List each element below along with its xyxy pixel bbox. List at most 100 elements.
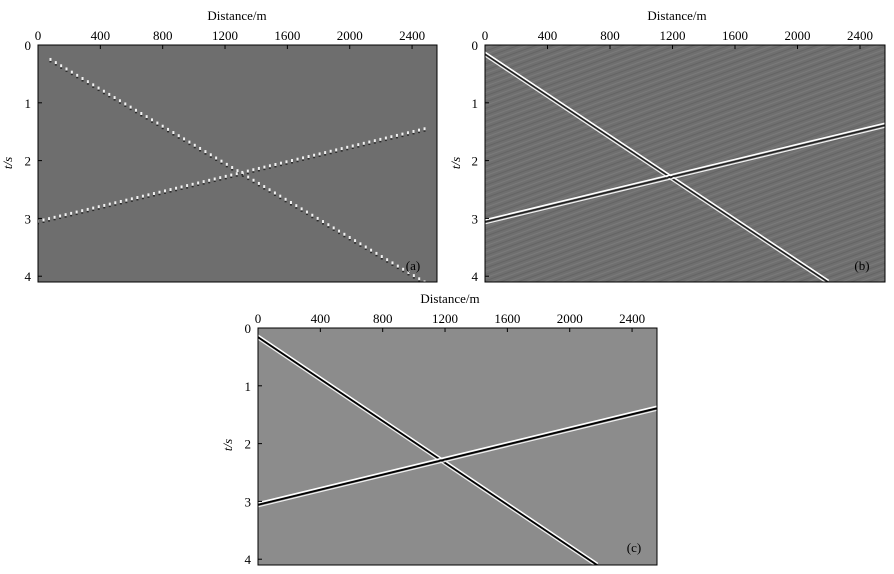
panel-a-event-2-sample bbox=[141, 194, 144, 198]
panel-c-x-tick-label: 400 bbox=[311, 311, 331, 326]
panel-a-event-1-sample bbox=[386, 258, 389, 262]
panel-a-event-2-sample-trough bbox=[412, 132, 415, 135]
panel-c-y-ticks: 0 1 2 3 4 bbox=[245, 321, 262, 567]
panel-a-event-1-sample bbox=[209, 153, 212, 157]
panel-a-event-2-sample-trough bbox=[296, 160, 299, 163]
panel-a-event-1-sample bbox=[354, 239, 357, 243]
panel-a-event-1-sample-trough bbox=[209, 156, 212, 158]
panel-b-x-tick-label: 1200 bbox=[660, 28, 686, 43]
panel-b-event-1-sidelobe bbox=[485, 55, 827, 282]
panel-a-event-2-sample-trough bbox=[147, 196, 150, 198]
panel-a-y-axis-label: t/s bbox=[0, 157, 15, 169]
panel-a-event-2-sample bbox=[224, 174, 227, 178]
panel-a-event-1-sample-trough bbox=[316, 219, 319, 222]
panel-c-y-tick-label: 0 bbox=[245, 321, 252, 336]
panel-a-event-1-sample-trough bbox=[257, 184, 260, 187]
panel-a-event-2-sample-trough bbox=[175, 189, 178, 192]
panel-a-event-2-sample bbox=[92, 206, 95, 210]
panel-a-event-1-sample bbox=[247, 175, 250, 179]
panel-a-event-2-sample bbox=[164, 189, 167, 193]
panel-c-event-1-sidelobe bbox=[258, 338, 596, 565]
panel-a-frame bbox=[37, 44, 438, 283]
panel-a-event-1-sample-trough bbox=[305, 213, 308, 216]
panel-a-event-1-sample-trough bbox=[108, 95, 111, 98]
panel-a-event-1-sample-trough bbox=[273, 194, 276, 196]
panel-a-event-1-sample bbox=[300, 207, 303, 211]
panel-a-event-2-sample bbox=[235, 172, 238, 176]
panel-a-event-1-sample bbox=[140, 111, 143, 115]
panel-c-x-tick-label: 2000 bbox=[557, 311, 583, 326]
panel-a-y-tick-label: 2 bbox=[25, 154, 32, 169]
panel-a-event-1-sample bbox=[236, 169, 239, 173]
panel-b-label: (b) bbox=[854, 258, 869, 273]
panel-a-event-1-sample bbox=[188, 140, 191, 144]
panel-a-event-1-sample-trough bbox=[60, 67, 63, 69]
panel-a-event-1-sample-trough bbox=[263, 188, 266, 190]
panel-a-event-2-sample-trough bbox=[152, 195, 155, 197]
panel-a-event-2-sample-trough bbox=[169, 191, 172, 193]
panel-a-event-2-sample bbox=[274, 162, 277, 166]
panel-a-event-1-sample-trough bbox=[364, 248, 367, 251]
panel-c-x-tick-label: 1200 bbox=[432, 311, 458, 326]
panel-a-event-1-sample bbox=[167, 127, 170, 131]
panel-a-event-1-sample bbox=[402, 267, 405, 271]
panel-a-event-1-sample bbox=[65, 67, 68, 71]
panel-a-event-1-sample bbox=[161, 124, 164, 128]
panel-a-event-2-sample-trough bbox=[246, 172, 249, 175]
panel-a-event-2-sample bbox=[401, 132, 404, 136]
panel-a-event-2-sample-trough bbox=[423, 130, 426, 132]
panel-a-event-1-sample-trough bbox=[332, 229, 335, 231]
panel-a-event-1-sample bbox=[134, 108, 137, 112]
panel-a-event-2-sample-trough bbox=[224, 177, 227, 180]
panel-a-event-2-sample bbox=[197, 181, 200, 185]
panel-a-event-1-sample-trough bbox=[199, 149, 202, 152]
panel-a-x-tick-label: 1200 bbox=[212, 28, 238, 43]
panel-a-event-2-sample-trough bbox=[340, 150, 343, 152]
panel-a-y-tick-label: 1 bbox=[25, 96, 32, 111]
panel-a-event-2-sample bbox=[412, 129, 415, 133]
panel-a-event-2-sample-trough bbox=[351, 147, 354, 149]
panel-a-event-2-sample bbox=[70, 211, 73, 215]
panel-a-event-2-sample bbox=[324, 151, 327, 155]
panel-a-event-2-sample bbox=[291, 159, 294, 163]
panel-a-event-2-sample bbox=[329, 149, 332, 153]
panel-a-event-2-sample bbox=[268, 164, 271, 168]
panel-a-event-2-sample-trough bbox=[197, 184, 200, 186]
panel-a-event-1-sample bbox=[102, 89, 105, 93]
panel-a-event-1-sample-trough bbox=[380, 258, 383, 260]
panel-a-event-2-sample-trough bbox=[368, 143, 371, 146]
panel-a-event-2-sample bbox=[208, 178, 211, 182]
panel-a-event-1-sample-trough bbox=[391, 264, 394, 266]
panel-a-event-1-sample-trough bbox=[418, 280, 421, 282]
panel-b-x-axis-label: Distance/m bbox=[647, 8, 706, 23]
panel-a-event-1-sample bbox=[156, 121, 159, 125]
panel-a-event-2-sample bbox=[384, 136, 387, 140]
panel-a-event-2-sample bbox=[296, 157, 299, 161]
panel-b-y-axis-label: t/s bbox=[448, 157, 463, 169]
panel-a-event-2-sample-trough bbox=[70, 214, 73, 217]
panel-a-event-2-sample bbox=[423, 127, 426, 131]
panel-a-event-2-sample-trough bbox=[136, 199, 139, 201]
panel-c-y-tick-label: 1 bbox=[245, 379, 252, 394]
panel-a-event-1-sample bbox=[348, 235, 351, 239]
panel-a-event-1-sample-trough bbox=[118, 102, 121, 104]
panel-a-event-2-sample bbox=[114, 201, 117, 205]
panel-a-event-1-sample bbox=[322, 220, 324, 224]
panel-a-event-2-sample-trough bbox=[208, 181, 211, 184]
panel-a-event-1-sample bbox=[273, 191, 276, 195]
panel-b-x-tick-label: 2000 bbox=[785, 28, 811, 43]
panel-a-event-2-sample bbox=[418, 128, 421, 132]
panel-c-x-axis-label: Distance/m bbox=[420, 291, 479, 306]
panel-a-x-ticks: 0 400 800 1200 1600 2000 2400 bbox=[35, 28, 425, 49]
panel-a-event-1-sample-trough bbox=[327, 226, 330, 228]
panel-a-event-1-sample bbox=[81, 77, 84, 81]
panel-a-event-2-sample-trough bbox=[108, 205, 111, 208]
panel-b-y-tick-label: 2 bbox=[472, 154, 479, 169]
panel-a-event-1-sample bbox=[396, 264, 399, 268]
panel-b-y-tick-label: 0 bbox=[472, 38, 479, 53]
panel-a-event-1-sample bbox=[118, 99, 121, 103]
panel-a-event-1-sample bbox=[289, 201, 292, 205]
panel-a-event-2-sample bbox=[246, 169, 249, 173]
panel-a-event-1-sample bbox=[92, 83, 95, 87]
panel-a-event-1-sample-trough bbox=[343, 235, 346, 238]
